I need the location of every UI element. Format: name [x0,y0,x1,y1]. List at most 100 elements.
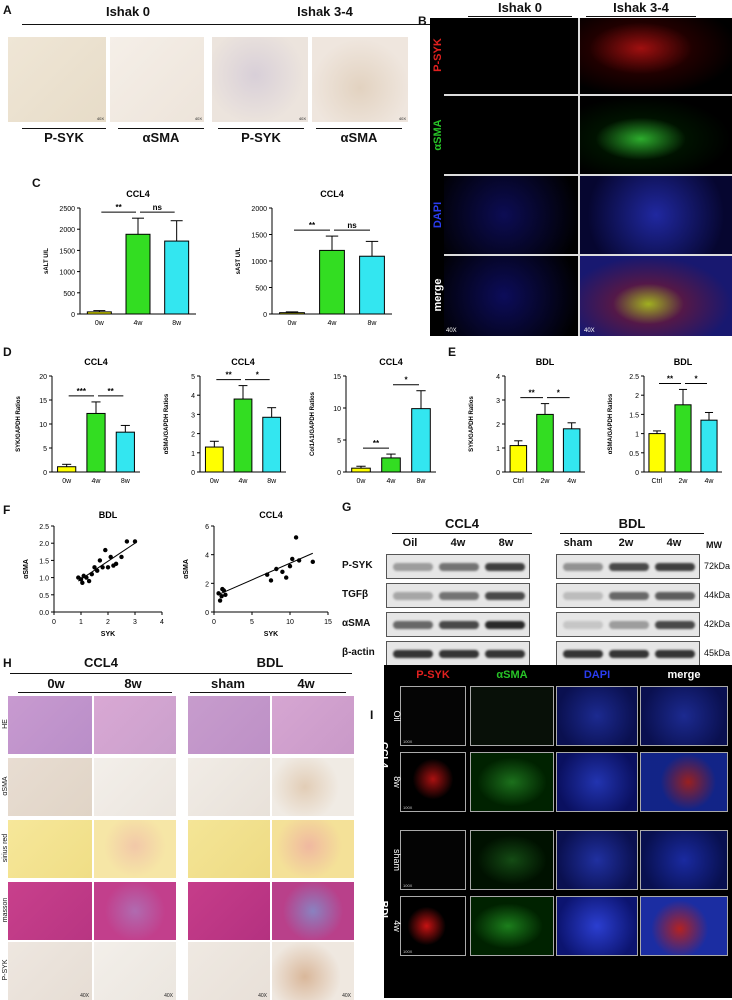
histology-tile [94,820,176,878]
ihc-tile: 40X [110,37,204,122]
bar [164,240,190,315]
histology-row-label: P-SYK [2,959,9,981]
lane-label: 2w [618,537,634,549]
if-tile [640,686,728,746]
panel-a-header-ishak0: Ishak 0 [105,4,151,19]
y-tick-label: 6 [205,524,209,531]
significance-label: ns [347,221,357,230]
data-point [265,572,270,577]
bar [536,413,554,473]
panel-i-label: I [370,708,374,722]
chart-f2: CCL4 0 2 4 6 0 5 10 15 SYK αSMA [183,510,332,638]
y-axis-label: αSMA/GAPDH Ratios [164,393,170,454]
x-axis-label: SYK [264,631,278,638]
blot-strip [556,612,700,637]
bar [115,431,135,473]
x-tick-label: 3 [133,619,137,626]
significance-label: * [557,389,561,398]
data-point [287,563,293,569]
significance-label: ** [108,387,115,396]
blot-band [655,592,695,600]
if-column-label: DAPI [583,669,611,681]
if-tile [556,896,638,956]
y-tick-label: 0.5 [39,593,49,600]
y-tick-label: 500 [255,286,267,293]
data-point [132,539,138,544]
panel-b-header-line [586,16,696,17]
histology-tile [8,696,92,754]
data-point [89,571,95,577]
molecular-weight-label: 72kDa [704,561,731,571]
x-tick-label: 0w [62,478,72,485]
fluorescence-tile [430,176,578,254]
if-row-label: sham [392,848,402,871]
blot-band [563,592,603,600]
blot-band [655,563,695,571]
lane-label: 4w [450,537,466,549]
significance-label: ** [116,203,123,212]
histology-tile: 40X [272,942,354,1000]
blot-strip [386,583,530,608]
y-tick-label: 4 [191,393,195,400]
y-tick-label: 1500 [59,248,75,255]
y-axis-label: αSMA/GAPDH Ratios [608,393,614,454]
blot-band [485,592,525,600]
bar [509,445,528,473]
histology-tile [94,882,176,940]
bar [233,398,253,473]
bar [86,412,106,473]
chart-c2: CCL4 sAST U/L 0 500 1000 1500 2000 0w 4w 8w ** ns [236,189,392,327]
bar [674,404,692,473]
panel-c-label: C [32,176,41,190]
if-tile: 100X [400,686,466,746]
bar [125,233,151,315]
x-tick-label: 5 [250,619,254,626]
data-point [95,568,100,573]
y-tick-label: 1000 [59,270,75,277]
significance-label: * [256,371,260,380]
if-tile [556,752,638,812]
y-tick-label: 2 [191,432,195,439]
data-point [216,591,221,596]
blot-strip [386,612,530,637]
data-point [97,558,103,563]
significance-label: *** [77,387,87,396]
y-tick-label: 2.5 [39,524,49,531]
blot-band [485,563,525,571]
y-tick-label: 0 [191,470,195,477]
data-point [223,592,228,597]
x-tick-label: 4w [328,320,338,327]
x-tick-label: 4w [387,478,397,485]
y-tick-label: 1500 [251,233,267,240]
panel-a-tile-label: P-SYK [44,130,84,145]
protein-label: P-SYK [342,560,373,571]
y-tick-label: 1 [635,432,639,439]
bar [700,419,718,473]
if-tile [556,686,638,746]
western-group-header: CCL4 [445,516,479,531]
data-point [86,578,92,584]
histology-row-label: masson [2,897,9,923]
x-tick-label: 10 [286,619,294,626]
if-column-label: P-SYK [416,669,450,681]
chart-title: BDL [99,510,118,520]
histology-tile [188,882,270,940]
y-tick-label: 5 [191,374,195,381]
if-group-label: CCL4 [378,741,389,769]
panel-h-label: H [3,656,12,670]
significance-label: ** [226,371,233,380]
blot-band [563,563,603,571]
magnification: 40X [258,993,267,999]
chart-title: CCL4 [84,357,108,367]
data-point [100,565,105,570]
histology-col-label: 4w [297,676,315,691]
panel-b-grid: P-SYK αSMA DAPI merge 40X 40X [430,18,732,336]
bar [86,311,112,315]
x-tick-label: 8w [417,478,427,485]
lane-label: 4w [666,537,682,549]
if-tile [640,896,728,956]
bar [262,416,282,473]
panel-b-row-label: αSMA [432,119,444,151]
magnification: 40X [584,328,595,334]
